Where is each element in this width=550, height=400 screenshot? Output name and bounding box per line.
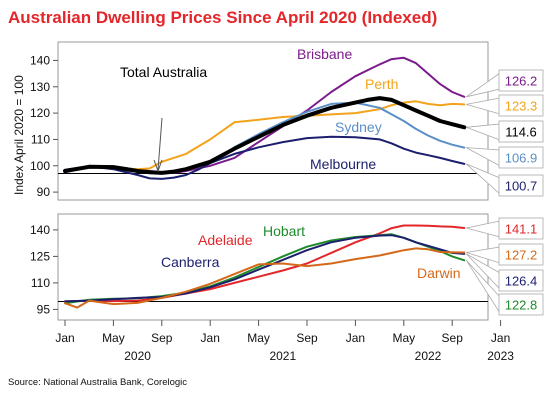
end-tag-value-brisbane: 126.2 — [505, 74, 538, 89]
top-series-group — [63, 56, 467, 180]
series-line-hobart — [64, 233, 466, 305]
end-tag-pointer-perth — [466, 97, 501, 115]
x-tick-label: Sep — [442, 331, 464, 345]
bottom-y-ticks: 95 110 125 140 — [30, 223, 58, 316]
end-tag-value-perth: 123.3 — [505, 99, 538, 114]
end-tag-value-adelaide: 141.1 — [505, 222, 538, 237]
x-tick-label: Sep — [151, 331, 173, 345]
end-tag-box-sydney — [498, 146, 544, 169]
end-tag-value-darwin: 127.2 — [505, 248, 538, 263]
series-line-perth — [64, 100, 466, 172]
annotation-arrow — [157, 117, 163, 171]
x-tick-label: Jan — [55, 331, 74, 345]
series-label-darwin: Darwin — [417, 265, 461, 281]
top-tick-label: 130 — [30, 80, 50, 94]
series-label-brisbane: Brisbane — [297, 46, 352, 62]
top-tick-label: 100 — [30, 159, 50, 173]
end-tag-box-hobart — [498, 293, 544, 316]
x-tick-label: May — [247, 331, 270, 345]
top-panel-frame — [57, 41, 489, 201]
series-line-adelaide — [64, 224, 466, 303]
end-tag-box-darwin — [498, 243, 544, 266]
end-tag-pointer-sydney — [466, 147, 501, 167]
x-year-label: 2020 — [124, 349, 151, 363]
chart-title: Australian Dwelling Prices Since April 2… — [8, 8, 437, 27]
top-tick-label: 110 — [31, 132, 50, 146]
annotation-text: Total Australia — [120, 64, 207, 80]
x-tick-label: Jan — [346, 331, 365, 345]
x-tick-label: Sep — [296, 331, 318, 345]
end-value-tags: 126.2 123.3 106.9 100.7 114.6 141.1 122.8 126.4… — [465, 69, 544, 316]
x-tick-label: Jan — [491, 331, 510, 345]
series-label-melbourne: Melbourne — [310, 156, 376, 172]
top-tick-label: 140 — [30, 53, 50, 67]
end-tag-box-total-australia — [498, 120, 544, 143]
x-tick-label: May — [392, 331, 415, 345]
series-line-melbourne — [64, 135, 466, 180]
top-tick-label: 120 — [30, 106, 50, 120]
series-line-darwin — [64, 247, 466, 309]
series-labels: Brisbane Perth Sydney Melbourne Adelaide Hoba… — [161, 46, 461, 281]
x-year-label: 2023 — [487, 349, 514, 363]
series-line-canberra — [64, 234, 466, 303]
end-tag-pointer-adelaide — [466, 220, 501, 238]
series-line-total-australia — [63, 96, 467, 175]
end-tag-value-sydney: 106.9 — [505, 151, 538, 166]
bottom-tick-label: 110 — [31, 276, 50, 290]
end-tag-box-brisbane — [498, 69, 544, 92]
end-tag-pointer-darwin — [466, 246, 501, 264]
end-tag-value-total-australia: 114.6 — [505, 125, 537, 140]
end-tag-pointer-melbourne — [466, 163, 501, 195]
source-note: Source: National Australia Bank, Corelog… — [8, 377, 187, 388]
series-label-perth: Perth — [365, 76, 398, 92]
end-tag-pointer-brisbane — [466, 72, 501, 98]
annotation-arrowhead — [153, 159, 163, 173]
series-label-canberra: Canberra — [161, 254, 220, 270]
end-tag-pointer-total-australia — [466, 123, 501, 141]
x-year-label: 2022 — [415, 349, 442, 363]
x-year-label: 2021 — [269, 349, 296, 363]
series-label-hobart: Hobart — [263, 223, 305, 239]
top-tick-label: 90 — [37, 185, 51, 199]
series-label-adelaide: Adelaide — [198, 232, 253, 248]
end-tag-value-canberra: 126.4 — [505, 274, 538, 289]
end-tag-box-melbourne — [498, 174, 544, 197]
bottom-tick-label: 140 — [30, 223, 50, 237]
end-tag-value-melbourne: 100.7 — [505, 179, 538, 194]
bottom-series-group — [64, 224, 466, 309]
series-label-sydney: Sydney — [335, 119, 382, 135]
end-tag-box-perth — [498, 94, 544, 117]
top-y-ticks: 90 100 110 120 130 140 — [30, 53, 58, 199]
bottom-tick-label: 125 — [30, 249, 50, 263]
end-tag-box-canberra — [498, 269, 544, 292]
end-tag-value-hobart: 122.8 — [505, 298, 538, 313]
end-tag-box-adelaide — [498, 217, 544, 240]
top-y-axis-label: Index April 2020 = 100 — [12, 75, 26, 195]
x-tick-label: Jan — [201, 331, 220, 345]
bottom-tick-label: 95 — [37, 302, 51, 316]
x-ticks: Jan May Sep Jan May Sep Jan May Sep Jan 2020 2021 20… — [55, 320, 514, 363]
x-tick-label: May — [102, 331, 125, 345]
